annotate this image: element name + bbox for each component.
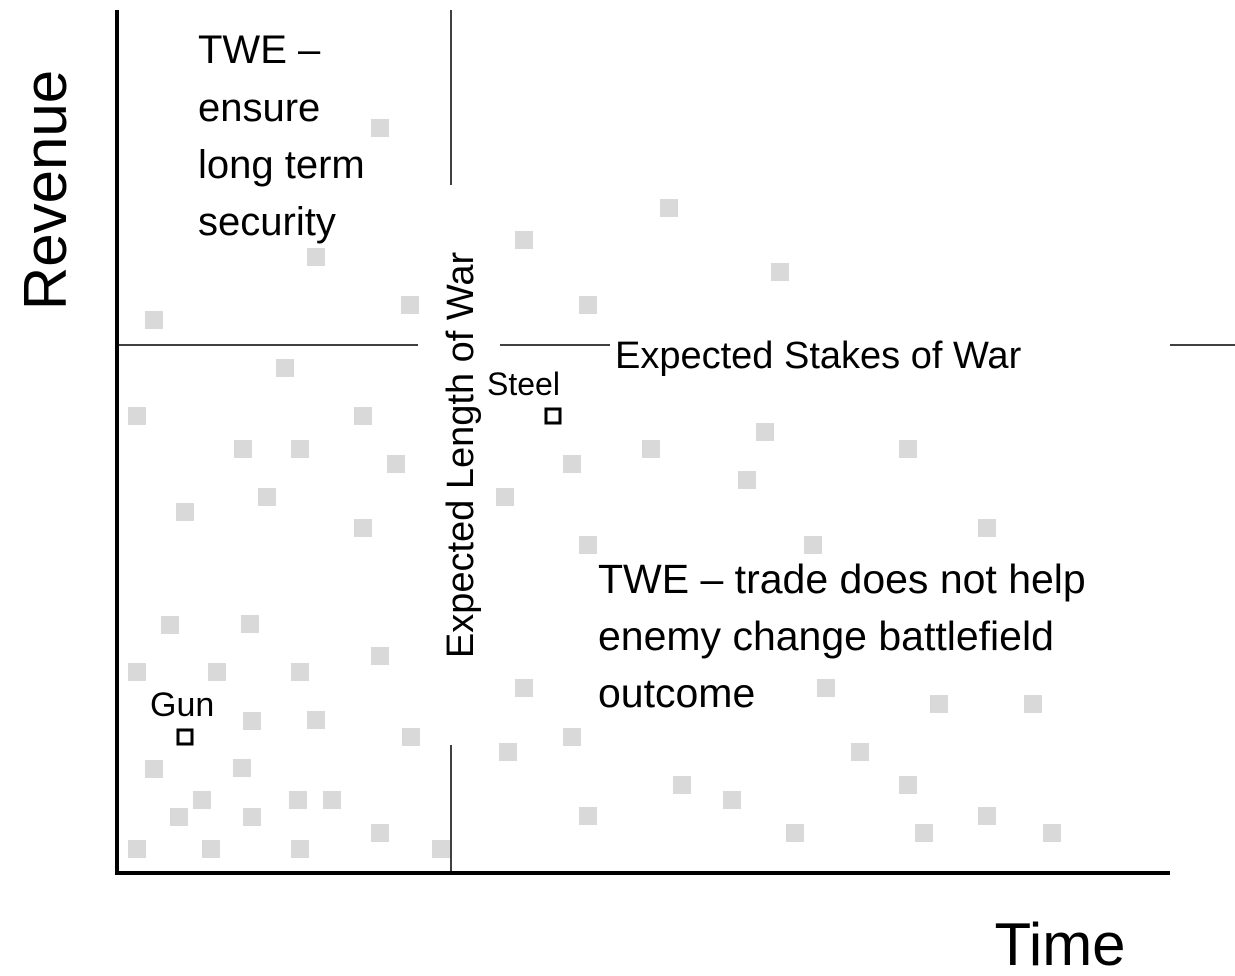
background-square: [176, 503, 194, 521]
background-square: [354, 407, 372, 425]
background-square: [851, 743, 869, 761]
background-square: [1024, 695, 1042, 713]
background-square: [128, 407, 146, 425]
background-square: [145, 311, 163, 329]
background-square: [258, 488, 276, 506]
x-axis-label: Time: [994, 911, 1125, 976]
background-square: [579, 296, 597, 314]
background-square: [371, 119, 389, 137]
background-square: [291, 663, 309, 681]
background-square: [515, 231, 533, 249]
background-square: [208, 663, 226, 681]
point-marker: [544, 407, 562, 425]
background-square: [402, 728, 420, 746]
background-square: [978, 807, 996, 825]
background-square: [756, 423, 774, 441]
background-square: [579, 536, 597, 554]
background-square: [387, 455, 405, 473]
background-square: [515, 679, 533, 697]
y-axis-label: Revenue: [12, 70, 79, 310]
background-square: [161, 616, 179, 634]
background-square: [307, 711, 325, 729]
background-square: [563, 455, 581, 473]
quadrant-text: long term: [198, 143, 365, 187]
divider-label: Expected Stakes of War: [615, 335, 1022, 377]
background-square: [804, 536, 822, 554]
background-square: [771, 263, 789, 281]
background-square: [193, 791, 211, 809]
background-square: [243, 712, 261, 730]
background-square: [371, 647, 389, 665]
background-square: [642, 440, 660, 458]
background-square: [432, 840, 450, 858]
background-square: [817, 679, 835, 697]
background-squares: [128, 119, 1061, 858]
background-square: [723, 791, 741, 809]
quadrant-text: outcome: [598, 670, 755, 716]
background-square: [738, 471, 756, 489]
background-square: [241, 615, 259, 633]
divider-label: Expected Length of War: [440, 252, 482, 659]
quadrant-text: TWE –: [198, 28, 321, 72]
background-square: [128, 663, 146, 681]
background-square: [243, 808, 261, 826]
point-label: Steel: [487, 366, 560, 402]
background-square: [354, 519, 372, 537]
background-square: [307, 248, 325, 266]
background-square: [978, 519, 996, 537]
background-square: [291, 840, 309, 858]
background-square: [899, 440, 917, 458]
background-square: [499, 743, 517, 761]
background-square: [291, 440, 309, 458]
background-square: [579, 807, 597, 825]
background-square: [371, 824, 389, 842]
background-square: [323, 791, 341, 809]
background-square: [899, 776, 917, 794]
background-square: [234, 440, 252, 458]
point-marker: [176, 728, 194, 746]
background-square: [563, 728, 581, 746]
background-square: [170, 808, 188, 826]
background-square: [145, 760, 163, 778]
quadrant-text: enemy change battlefield: [598, 613, 1054, 659]
background-square: [128, 840, 146, 858]
quadrant-text: TWE – trade does not help: [598, 556, 1086, 602]
background-square: [786, 824, 804, 842]
background-square: [202, 840, 220, 858]
background-square: [276, 359, 294, 377]
background-square: [673, 776, 691, 794]
point-label: Gun: [150, 686, 214, 724]
background-square: [930, 695, 948, 713]
background-square: [401, 296, 419, 314]
background-square: [660, 199, 678, 217]
quadrant-text: ensure: [198, 86, 320, 130]
background-square: [915, 824, 933, 842]
background-square: [496, 488, 514, 506]
background-square: [1043, 824, 1061, 842]
quadrant-text: security: [198, 200, 336, 244]
background-square: [233, 759, 251, 777]
background-square: [289, 791, 307, 809]
